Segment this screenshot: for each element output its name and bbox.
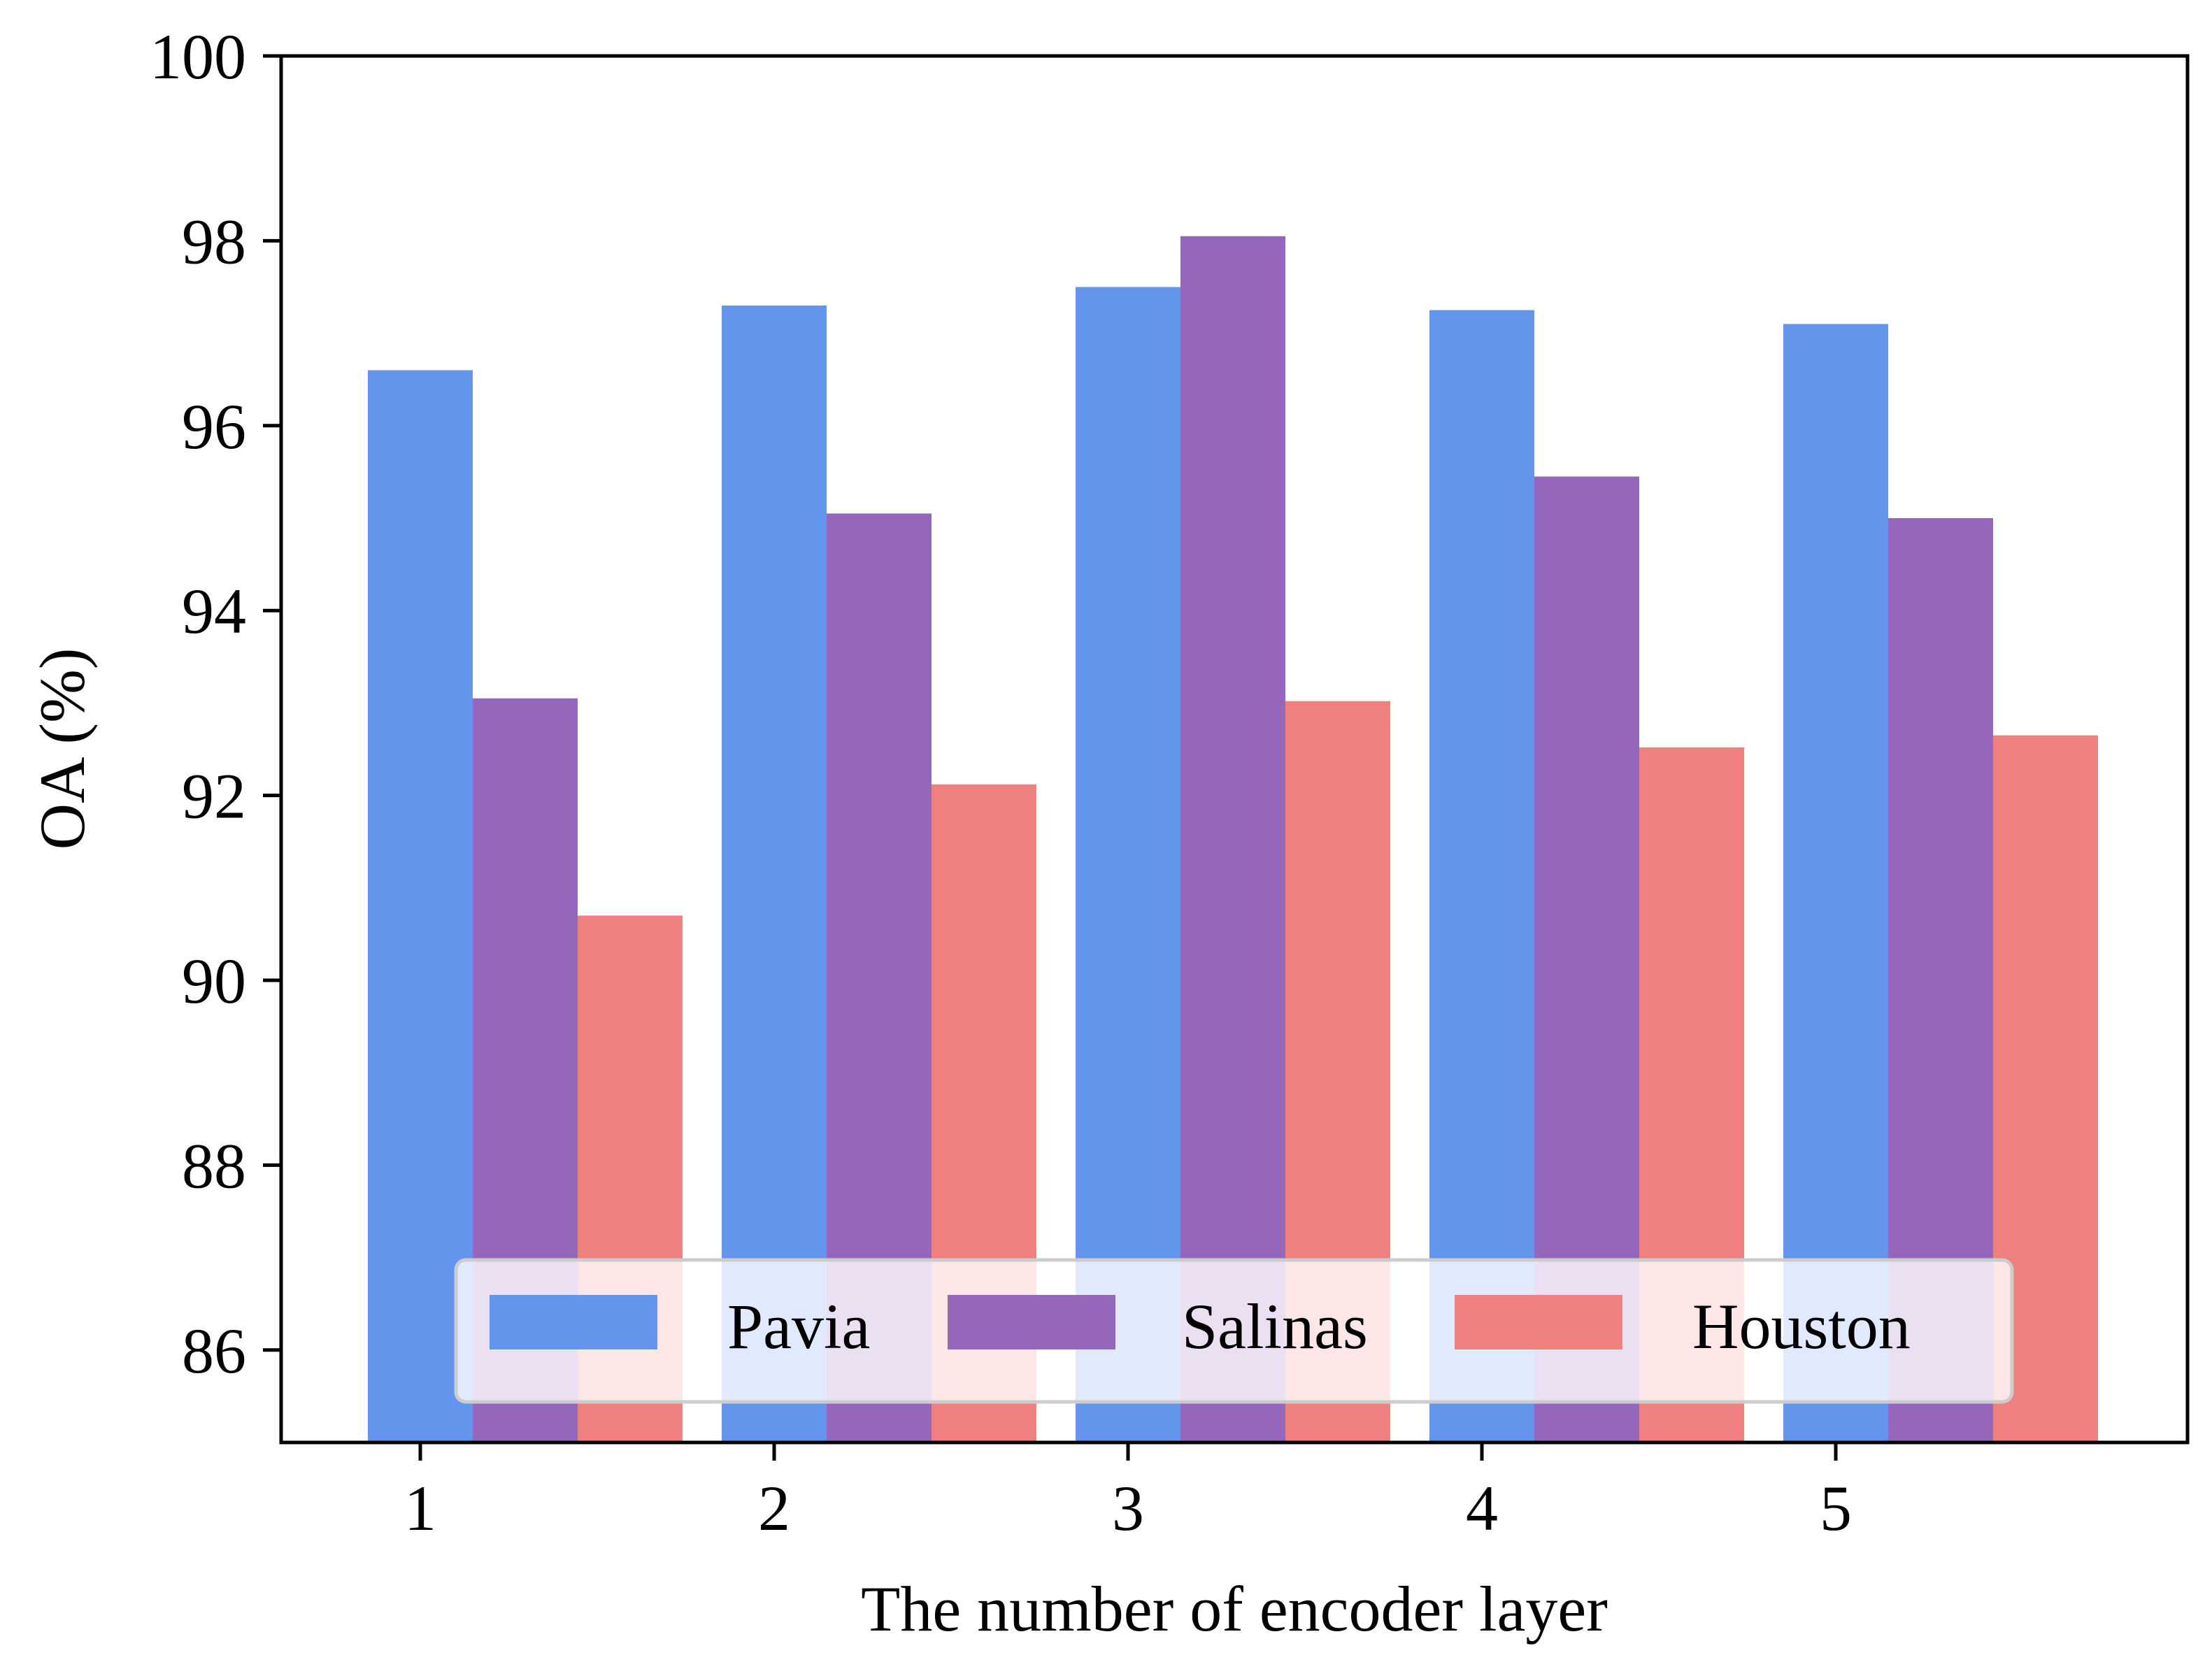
legend-box: [454, 1258, 2014, 1404]
legend-swatch-pavia: [490, 1295, 657, 1349]
y-tick-label: 92: [182, 761, 246, 832]
x-tick-label: 2: [758, 1473, 790, 1544]
y-tick-label: 94: [182, 575, 246, 647]
legend-swatch-salinas: [948, 1295, 1115, 1349]
y-tick-label: 88: [182, 1130, 246, 1201]
legend-label-houston: Houston: [1692, 1291, 1911, 1362]
bar-pavia-layer-3: [1076, 287, 1180, 1442]
x-tick-label: 5: [1820, 1473, 1852, 1544]
plot-area-frame: [279, 54, 2190, 1445]
x-tick-label: 1: [404, 1473, 436, 1544]
bar-pavia-layer-2: [722, 305, 827, 1443]
y-tick-label: 86: [182, 1315, 246, 1387]
x-tick-label: 3: [1112, 1473, 1144, 1544]
bar-pavia-layer-4: [1429, 310, 1534, 1442]
x-axis: 1 2 3 4 5: [404, 1442, 1852, 1544]
x-axis-title: The number of encoder layer: [861, 1573, 1608, 1645]
legend: Pavia Salinas Houston: [454, 1258, 2014, 1404]
x-tick-label: 4: [1466, 1473, 1498, 1544]
y-tick-label: 96: [182, 391, 246, 462]
y-tick-label: 90: [182, 945, 246, 1017]
y-axis-title: OA (%): [27, 648, 98, 850]
bar-salinas-layer-3: [1180, 236, 1285, 1442]
bar-pavia-layer-5: [1783, 324, 1888, 1442]
y-axis: 86 88 90 92 94 96 98 100: [150, 21, 281, 1387]
bar-pavia-layer-1: [368, 370, 473, 1442]
y-tick-label: 100: [150, 21, 246, 92]
legend-swatch-houston: [1455, 1295, 1622, 1349]
legend-label-salinas: Salinas: [1182, 1291, 1368, 1362]
legend-label-pavia: Pavia: [727, 1291, 870, 1362]
y-tick-label: 98: [182, 206, 246, 277]
